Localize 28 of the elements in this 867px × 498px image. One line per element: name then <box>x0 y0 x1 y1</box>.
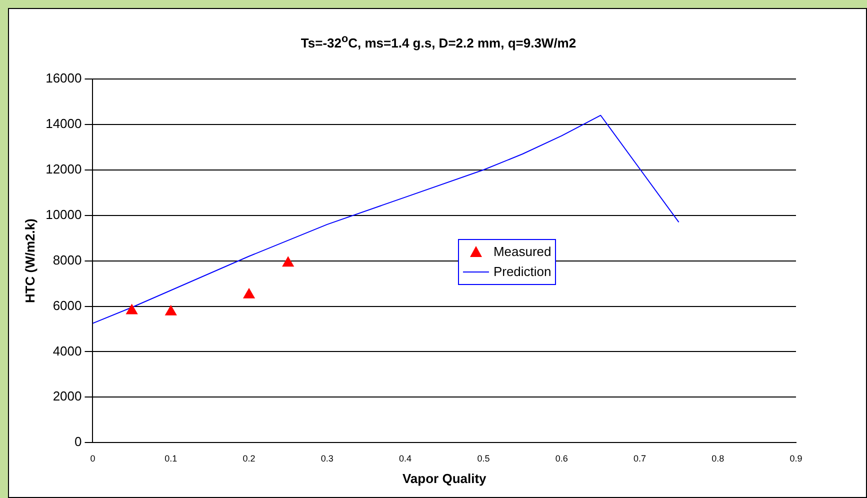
x-tick-label: 0.4 <box>399 453 412 464</box>
point <box>282 256 294 267</box>
x-tick-label: 0.3 <box>320 453 334 464</box>
y-tick-label: 2000 <box>52 388 82 404</box>
point <box>243 288 255 298</box>
x-tick-label: 0.9 <box>790 453 802 464</box>
chart-title: Ts=-32$^{o}$C, ms=1.4 g.s, D=2.2 mm, q=9.3W/m2 <box>300 33 578 50</box>
x-tick-label: 0.8 <box>712 453 724 464</box>
y-tick-label: 12000 <box>46 161 82 176</box>
x-tick-label: 0.5 <box>477 453 490 464</box>
x-tick-label: 0.1 <box>164 453 178 464</box>
y-tick-label: 0 <box>74 434 82 450</box>
x-tick-label: 0.6 <box>555 453 568 464</box>
legend-label: Measured <box>493 244 552 260</box>
x-tick-label: 0.2 <box>242 453 256 464</box>
y-tick-label: 8000 <box>52 252 82 268</box>
x-tick-label: 0.7 <box>633 453 646 464</box>
y-tick-label: 10000 <box>46 206 82 222</box>
point <box>126 304 138 314</box>
x-axis-title: Vapor Quality <box>402 470 488 486</box>
legend-label: Prediction <box>493 264 552 280</box>
y-tick-label: 14000 <box>46 116 82 132</box>
y-axis-title: HTC (W/m2.k) <box>22 218 38 304</box>
x-tick-label: 0 <box>90 453 96 464</box>
point <box>165 305 177 316</box>
y-tick-label: 16000 <box>46 70 82 86</box>
y-tick-label: 4000 <box>52 343 82 358</box>
y-tick-label: 6000 <box>52 298 82 313</box>
